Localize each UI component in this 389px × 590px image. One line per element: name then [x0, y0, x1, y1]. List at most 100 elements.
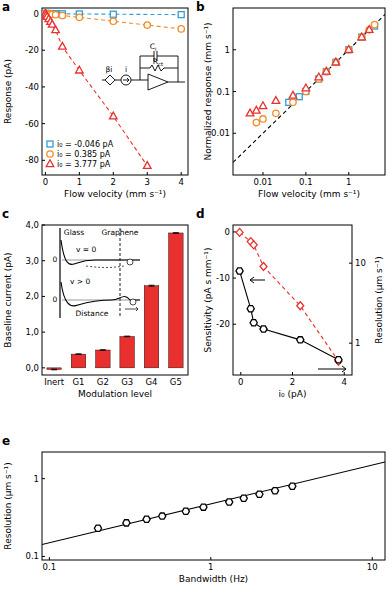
y-tick-label: -40 — [25, 82, 39, 92]
legend-label: i₀ = 0.385 pA — [57, 150, 111, 159]
point — [289, 483, 296, 489]
panel-letter: b — [196, 0, 205, 14]
x-tick — [305, 172, 306, 175]
y-tick — [42, 50, 45, 51]
bar — [71, 354, 86, 368]
x-tick-label: 0 — [43, 177, 48, 187]
y-tick-label: 1,0 — [25, 327, 39, 337]
point — [253, 119, 259, 125]
legend-marker — [46, 160, 54, 167]
legend-marker — [47, 141, 53, 147]
y-tick-label: 0.01 — [211, 128, 230, 138]
y-tick-label: 0 — [225, 227, 230, 237]
x-tick-label: G5 — [170, 377, 182, 387]
diagram-line — [250, 277, 265, 283]
y-tick — [42, 123, 45, 124]
plot-frame — [233, 225, 352, 375]
point — [259, 102, 267, 109]
y-axis-label: Normalized response (mm s⁻¹) — [203, 22, 213, 160]
x-tick-label: 10 — [367, 562, 378, 572]
circuit-label: i — [125, 65, 127, 74]
x-axis-label: i₀ (pA) — [279, 389, 307, 399]
plot-area — [47, 233, 183, 370]
point — [332, 58, 340, 65]
y-tick — [42, 260, 45, 261]
point — [289, 91, 297, 98]
y-tick-label: -20 — [216, 319, 230, 329]
bar — [120, 336, 135, 367]
plot-area — [236, 228, 342, 365]
point — [200, 504, 207, 510]
series-line — [240, 271, 339, 360]
error-bar — [149, 285, 155, 286]
y-tick — [233, 91, 236, 92]
x-tick-label: 1 — [346, 177, 351, 187]
plot-frame — [42, 225, 188, 375]
point — [323, 68, 329, 74]
x-axis-label: Modulation level — [78, 389, 152, 399]
x-tick-label: 4 — [342, 377, 347, 387]
x-tick — [262, 172, 263, 175]
point — [110, 11, 116, 17]
y-tick-label: -80 — [25, 155, 39, 165]
panel-letter: c — [2, 207, 9, 221]
point — [52, 11, 58, 17]
y-axis-label: Sensitivity (pA s mm⁻¹) — [203, 248, 213, 353]
x-axis-label: Flow velocity (mm s⁻¹) — [64, 189, 166, 199]
point — [182, 508, 189, 514]
point — [144, 22, 150, 28]
point — [335, 357, 342, 363]
point — [178, 12, 184, 18]
point — [297, 337, 304, 343]
inset-label: Distance — [76, 309, 109, 318]
x-tick-label: 0.1 — [43, 562, 57, 572]
point — [123, 520, 130, 526]
x-tick-label: 2 — [111, 177, 116, 187]
inset-label: v > 0 — [70, 277, 90, 286]
point — [273, 110, 279, 116]
y-tick — [42, 296, 45, 297]
x-tick-label: 0.1 — [299, 177, 313, 187]
y-tick — [42, 478, 45, 479]
point — [366, 27, 372, 33]
point — [260, 326, 267, 332]
y-tick — [42, 160, 45, 161]
diagram-line — [61, 240, 140, 264]
circuit-label: βi — [106, 65, 113, 74]
y-tick-label: 4,0 — [25, 220, 39, 230]
y-tick — [233, 133, 236, 134]
y-tick — [233, 49, 236, 50]
y-tick — [42, 86, 45, 87]
legend-label: i₀ = 3.777 pA — [57, 160, 111, 169]
plot-frame — [233, 8, 385, 175]
y-tick — [42, 556, 45, 557]
y-tick — [233, 324, 236, 325]
point — [110, 112, 118, 119]
y-tick — [42, 367, 45, 368]
diagram-line — [120, 228, 121, 318]
x-tick-label: 2 — [290, 377, 295, 387]
inset-label: Graphene — [102, 228, 139, 237]
x-tick-label: 1 — [77, 177, 82, 187]
y-axis-label: Baseline current (pA) — [3, 252, 13, 347]
point — [358, 33, 366, 40]
plot-area — [42, 9, 184, 168]
y-tick — [42, 332, 45, 333]
point — [260, 263, 267, 271]
error-bar — [76, 353, 82, 355]
point — [346, 47, 352, 53]
point — [59, 12, 65, 18]
point — [271, 488, 278, 494]
inset-label: 0 — [53, 295, 58, 304]
point — [250, 241, 257, 249]
plot-frame — [42, 452, 385, 560]
diagram-line — [131, 80, 148, 81]
diagram-line — [123, 78, 129, 82]
point — [52, 26, 60, 33]
figure: a012340-20-40-60-80Flow velocity (mm s⁻¹… — [0, 0, 389, 590]
x-tick — [79, 172, 80, 175]
point — [365, 26, 373, 33]
y-tick-label: 1 — [34, 474, 39, 484]
x-tick — [45, 172, 46, 175]
point — [247, 306, 254, 312]
